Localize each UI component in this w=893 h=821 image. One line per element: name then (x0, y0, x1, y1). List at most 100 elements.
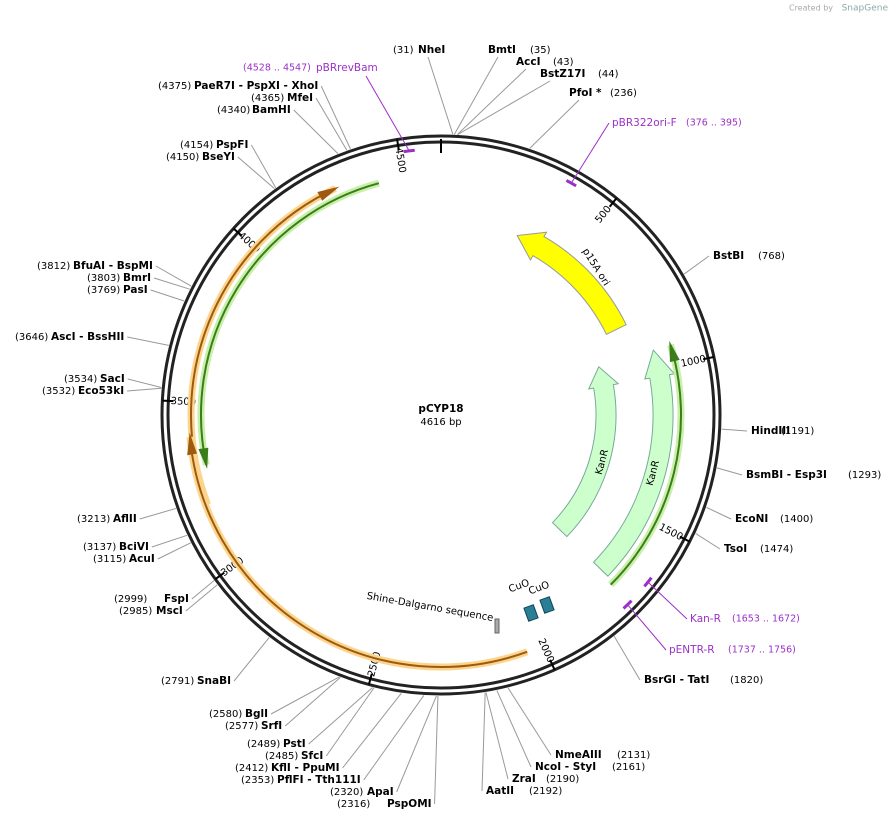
site-leader (157, 542, 191, 560)
site-name: NheI (418, 44, 445, 56)
site-leader (342, 692, 402, 769)
site-position: (4365) (251, 93, 284, 104)
site-name: SfcI (301, 750, 323, 762)
site-name: NcoI - StyI (535, 761, 596, 773)
site-name: PasI (123, 284, 148, 296)
site-leader (507, 687, 552, 756)
site-leader (457, 68, 527, 135)
site-position: (1191) (781, 426, 814, 437)
backbone-outer (160, 134, 722, 696)
scale-label: 2000 (535, 637, 555, 665)
site-position: (2190) (546, 774, 579, 785)
feature-glow (186, 436, 529, 671)
feature-arrow (592, 349, 676, 577)
sd-box (494, 618, 500, 634)
site-leader (191, 580, 215, 600)
site-name: MfeI (287, 92, 313, 104)
site-position: (2580) (209, 709, 242, 720)
site-position: (2985) (119, 606, 152, 617)
site-position: (2320) (330, 787, 363, 798)
scale-label: 4500 (393, 147, 408, 174)
site-leader (396, 695, 437, 793)
plasmid-length: 4616 bp (420, 417, 461, 428)
site-position: (2412) (235, 763, 268, 774)
site-name: HindIII (751, 425, 790, 437)
site-leader (481, 692, 486, 792)
site-position: (3137) (83, 542, 116, 553)
site-leader (706, 506, 732, 520)
site-position: (4150) (166, 152, 199, 163)
site-leader (250, 144, 277, 189)
site-leader (485, 692, 509, 780)
site-position: (3803) (87, 273, 120, 284)
site-name: ApaI (367, 786, 394, 798)
primer-name: pBRrevBam (316, 62, 378, 74)
site-name: PfoI * (569, 87, 602, 99)
site-leader (150, 289, 185, 302)
site-position: (1400) (780, 514, 813, 525)
site-position: (2192) (529, 786, 562, 797)
site-name: BsmBI - Esp3I (746, 469, 827, 481)
site-name: MscI (156, 605, 183, 617)
site-name: SacI (100, 373, 125, 385)
primer-name: pBR322ori-F (612, 117, 677, 129)
site-leader (308, 687, 373, 745)
primer-range: (376 .. 395) (686, 118, 742, 129)
scale-tick (396, 139, 400, 151)
site-name: PstI (283, 738, 306, 750)
site-position: (3812) (37, 261, 70, 272)
scale-tick (608, 197, 618, 208)
site-name: BsrGI - TatI (644, 674, 709, 686)
site-name: PflFI - Tth111I (277, 774, 361, 786)
primer-mark (643, 576, 653, 588)
site-leader (434, 695, 439, 805)
site-name: BstBI (713, 250, 744, 262)
site-name: KflI - PpuMI (271, 762, 340, 774)
site-position: (3532) (42, 386, 75, 397)
feature-label: Shine-Dalgarno sequence (366, 591, 494, 624)
site-name: ZraI (512, 773, 536, 785)
brand: SnapGene (842, 4, 889, 14)
site-leader (185, 584, 218, 612)
site-position: (4340) (217, 105, 250, 116)
primer-range: (4528 .. 4547) (243, 63, 311, 74)
site-position: (3213) (77, 514, 110, 525)
scale-tick (214, 571, 225, 580)
site-leader (153, 277, 190, 290)
primer-mark (565, 179, 577, 188)
feature-line (200, 182, 380, 466)
feature-arrow (516, 231, 627, 336)
site-name: BamHI (252, 104, 291, 116)
site-position: (1474) (760, 544, 793, 555)
scale-tick (367, 673, 373, 685)
scale-tick (232, 227, 243, 237)
feature-head (187, 432, 198, 456)
site-leader (139, 507, 177, 520)
cuo-box (539, 596, 555, 614)
site-leader (270, 676, 340, 715)
site-name: AcuI (129, 553, 155, 565)
feature-arrow (551, 365, 620, 538)
scale-tick (702, 355, 715, 361)
site-position: (2999) (114, 594, 147, 605)
credit: Created by (789, 4, 833, 13)
primer-leader (627, 604, 667, 651)
feature-label: CuO (527, 580, 551, 598)
site-position: (3534) (64, 374, 97, 385)
feature-head (317, 186, 340, 201)
site-position: (2131) (617, 750, 650, 761)
site-name: EcoNI (735, 513, 768, 525)
site-leader (127, 336, 169, 346)
site-name: BfuAI - BspMI (73, 260, 153, 272)
site-name: TsoI (724, 543, 747, 555)
site-name: BglI (245, 708, 268, 720)
site-name: SnaBI (197, 675, 231, 687)
primer-mark (622, 599, 633, 610)
site-leader (315, 97, 348, 151)
site-leader (363, 695, 425, 781)
scale-tick (162, 399, 174, 403)
site-name: PspFI (216, 139, 248, 151)
feature-head (669, 340, 680, 363)
primer-range: (1653 .. 1672) (732, 614, 800, 625)
site-leader (496, 690, 532, 768)
